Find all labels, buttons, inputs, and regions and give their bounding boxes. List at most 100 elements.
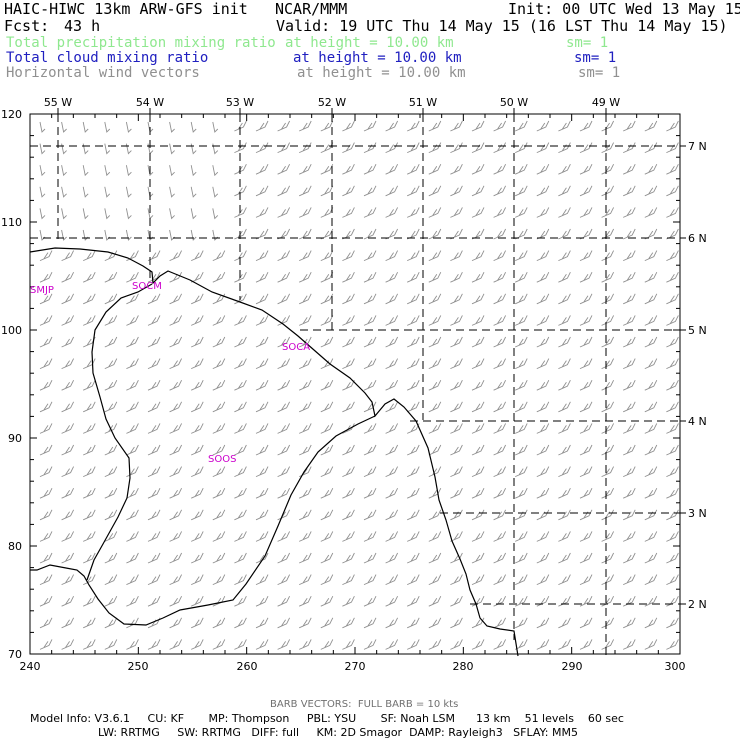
wind-barb [363, 574, 377, 586]
wind-barb [39, 143, 46, 155]
wind-barb [644, 142, 658, 154]
wind-barb [407, 531, 420, 542]
wind-barb [234, 552, 247, 564]
wind-barb [515, 401, 528, 413]
wind-barb [385, 207, 399, 218]
longitude-label: 53 W [226, 96, 254, 109]
wind-barb [234, 444, 247, 456]
wind-barb [536, 639, 550, 650]
wind-barb [623, 120, 636, 132]
wind-barb [666, 379, 679, 391]
wind-barb [83, 531, 96, 542]
wind-barb [255, 639, 269, 650]
wind-barb [125, 165, 132, 177]
wind-barb [428, 595, 442, 607]
wind-barb [126, 423, 139, 434]
wind-barb [558, 271, 571, 283]
wind-barb [126, 509, 139, 521]
latitude-label: 4 N [688, 415, 707, 428]
wind-barb [515, 531, 528, 542]
wind-barb [428, 639, 442, 650]
wind-barb [299, 379, 312, 391]
wind-barb [212, 595, 226, 607]
wind-barb [623, 228, 636, 240]
field-height-cloud: at height = 10.00 km [293, 50, 462, 66]
wind-barb [666, 142, 679, 154]
wind-barb [385, 379, 399, 391]
wind-barb [579, 639, 593, 650]
wind-barb [623, 617, 636, 629]
wind-barb [385, 466, 399, 478]
wind-barb [666, 336, 679, 348]
wind-barb [363, 293, 377, 305]
wind-barb [579, 120, 593, 132]
wind-barb [299, 358, 312, 370]
wind-barb [407, 250, 420, 262]
wind-barb [623, 466, 636, 478]
wind-barb [169, 315, 183, 326]
wind-barb [407, 574, 420, 586]
wind-barb [320, 207, 334, 218]
wind-barb [61, 293, 75, 305]
wind-barb [601, 444, 615, 456]
wind-barb [450, 423, 463, 434]
wind-barb [515, 509, 528, 521]
wind-barb [471, 120, 485, 132]
wind-barb [61, 358, 75, 370]
wind-barb [623, 315, 636, 326]
wind-barb [558, 423, 571, 434]
wind-barb [234, 358, 247, 370]
wind-barb [428, 423, 442, 434]
wind-barb [536, 379, 550, 391]
wind-barb [601, 358, 615, 370]
wind-barb [320, 552, 334, 564]
wind-barb [83, 379, 96, 391]
wind-barb [428, 574, 442, 586]
wind-barb [385, 163, 399, 175]
wind-barb [342, 250, 355, 262]
wind-barb [666, 531, 679, 542]
wind-barb [169, 423, 183, 434]
wind-barb [450, 401, 463, 413]
wind-barb [666, 444, 679, 456]
wind-barb [83, 639, 96, 650]
wind-barb [536, 163, 550, 175]
wind-barb [644, 466, 658, 478]
wind-barb [126, 358, 139, 370]
wind-barb [385, 595, 399, 607]
wind-barb [61, 229, 67, 241]
wind-barb [342, 531, 355, 542]
wind-barb [299, 271, 312, 283]
wind-barb [126, 552, 139, 564]
wind-barb [471, 401, 485, 413]
wind-barb [601, 639, 615, 650]
wind-barb [125, 229, 132, 241]
wind-barb [666, 423, 679, 434]
wind-barb [407, 401, 420, 413]
wind-barb [493, 228, 507, 240]
wind-barb [407, 315, 420, 326]
wind-barb [299, 595, 312, 607]
wind-barb [255, 250, 269, 262]
wind-barb [212, 121, 219, 133]
wind-barb [104, 552, 118, 564]
wind-barb [515, 250, 528, 262]
wind-barb [299, 250, 312, 262]
wind-barb [320, 531, 334, 542]
wind-barb [147, 552, 161, 564]
wind-barb [579, 358, 593, 370]
wind-barb [666, 639, 679, 650]
wind-barb [579, 444, 593, 456]
longitude-label: 54 W [136, 96, 164, 109]
wind-barb [493, 271, 507, 283]
wind-barb [191, 336, 204, 348]
wind-barb [299, 142, 312, 154]
wind-barb [644, 639, 658, 650]
wind-barb [277, 271, 291, 283]
wind-barb [666, 207, 679, 218]
wind-barb [471, 358, 485, 370]
model-info-line2: LW: RRTMG SW: RRTMG DIFF: full KM: 2D Sm… [98, 726, 578, 739]
wind-barb [623, 163, 636, 175]
wind-barb [277, 293, 291, 305]
wind-barb [579, 509, 593, 521]
